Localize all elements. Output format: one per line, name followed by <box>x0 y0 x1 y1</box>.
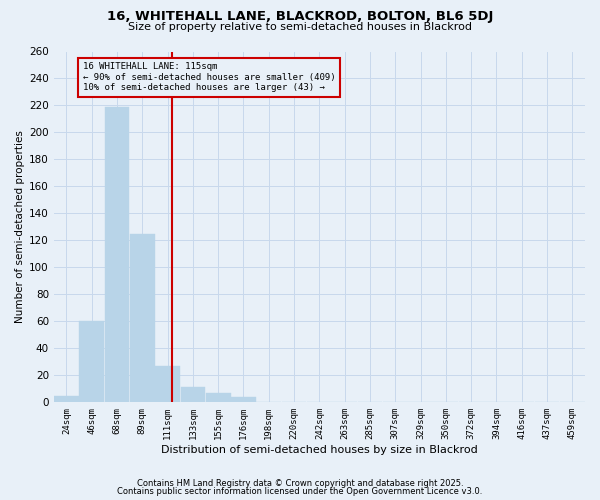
Text: Contains HM Land Registry data © Crown copyright and database right 2025.: Contains HM Land Registry data © Crown c… <box>137 478 463 488</box>
Bar <box>130 234 155 402</box>
Bar <box>155 366 180 403</box>
Bar <box>54 396 79 402</box>
Bar <box>79 322 104 402</box>
Text: Contains public sector information licensed under the Open Government Licence v3: Contains public sector information licen… <box>118 487 482 496</box>
Text: 16, WHITEHALL LANE, BLACKROD, BOLTON, BL6 5DJ: 16, WHITEHALL LANE, BLACKROD, BOLTON, BL… <box>107 10 493 23</box>
Bar <box>231 397 256 402</box>
Text: Size of property relative to semi-detached houses in Blackrod: Size of property relative to semi-detach… <box>128 22 472 32</box>
Text: 16 WHITEHALL LANE: 115sqm
← 90% of semi-detached houses are smaller (409)
10% of: 16 WHITEHALL LANE: 115sqm ← 90% of semi-… <box>83 62 335 92</box>
X-axis label: Distribution of semi-detached houses by size in Blackrod: Distribution of semi-detached houses by … <box>161 445 478 455</box>
Bar <box>104 107 130 403</box>
Y-axis label: Number of semi-detached properties: Number of semi-detached properties <box>15 130 25 324</box>
Bar <box>181 388 205 402</box>
Bar <box>206 393 230 402</box>
